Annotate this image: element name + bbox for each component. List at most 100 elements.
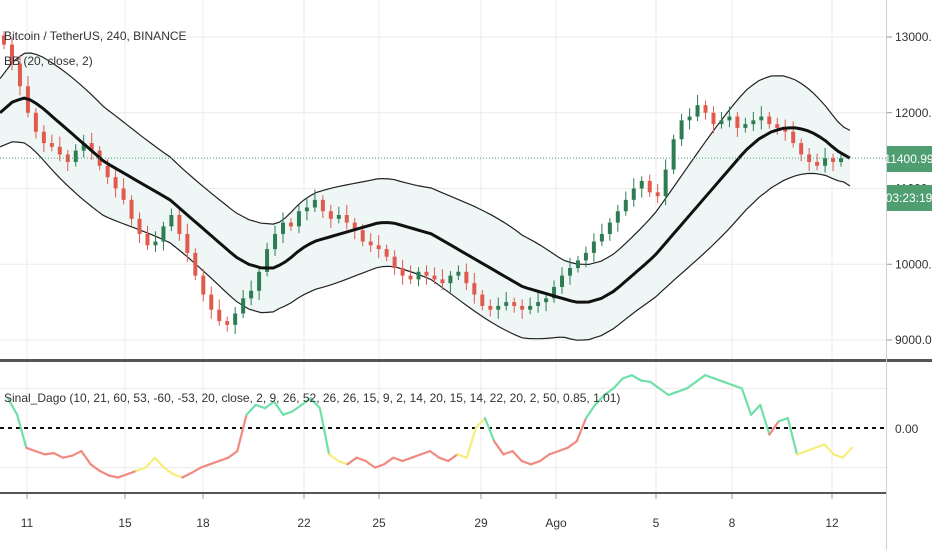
signal-segment	[254, 403, 266, 410]
signal-segment	[144, 456, 156, 469]
signal-segment	[685, 380, 698, 390]
sinal-dago-line	[6, 374, 854, 479]
signal-segment	[823, 443, 835, 456]
candle-body	[432, 275, 437, 280]
time-axis[interactable]: 11 15 18 22 25 29 Ago 5 8 12	[21, 494, 839, 530]
signal-segment	[272, 400, 285, 416]
signal-segment	[227, 450, 239, 459]
price-pane[interactable]	[0, 30, 886, 341]
signal-segment	[162, 466, 175, 476]
candle-body	[352, 222, 357, 231]
signal-segment	[300, 397, 312, 406]
candle-body	[639, 180, 644, 189]
signal-segment	[731, 384, 744, 390]
signal-segment	[217, 456, 230, 463]
signal-segment	[639, 379, 652, 383]
candle-body	[791, 131, 796, 144]
candle-body	[671, 139, 676, 170]
signal-segment	[447, 453, 459, 463]
candle-body	[185, 233, 190, 253]
signal-segment	[722, 380, 734, 387]
candle-body	[296, 211, 301, 227]
bollinger-lower-band	[0, 141, 851, 341]
symbol-title[interactable]: Bitcoin / TetherUS, 240, BINANCE	[4, 29, 187, 43]
signal-segment	[355, 456, 367, 463]
candle-body	[663, 169, 668, 197]
last-price-tag: 11400.99	[884, 146, 932, 172]
last-price-value: 11400.99	[884, 152, 932, 166]
candle-body	[520, 305, 525, 310]
signal-segment	[694, 374, 707, 383]
candle-body	[121, 188, 126, 200]
candle-body	[392, 256, 397, 269]
candle-body	[169, 215, 174, 227]
candle-body	[281, 222, 286, 234]
signal-segment	[438, 456, 450, 463]
signal-segment	[6, 397, 19, 416]
signal-segment	[245, 403, 257, 416]
time-tick-label: 11	[21, 516, 34, 530]
candle-body	[368, 241, 373, 246]
candle-body	[815, 161, 820, 166]
indicator-pane[interactable]	[0, 374, 886, 479]
signal-segment	[713, 377, 725, 383]
candle-body	[743, 124, 748, 128]
signal-segment	[740, 387, 753, 416]
candle-body	[273, 233, 278, 250]
candle-body	[304, 207, 309, 212]
signal-segment	[190, 466, 202, 474]
price-tick-label: 10000.00	[895, 257, 932, 271]
candle-body	[408, 275, 413, 280]
candle-body	[440, 279, 445, 284]
indicator-legend[interactable]: Sinal_Dago (10, 21, 60, 53, -60, -53, 20…	[4, 391, 620, 405]
pane-separator[interactable]	[0, 359, 932, 362]
signal-segment	[153, 456, 166, 469]
signal-segment	[759, 403, 771, 436]
candle-body	[759, 116, 764, 121]
candle-body	[456, 271, 461, 276]
signal-segment	[603, 387, 615, 397]
candle-body	[400, 268, 405, 276]
candle-body	[607, 222, 612, 234]
candle-body	[376, 245, 381, 250]
signal-segment	[538, 453, 551, 463]
candle-body	[480, 294, 485, 306]
signal-segment	[428, 450, 441, 459]
signal-segment	[263, 400, 276, 410]
signal-segment	[795, 450, 808, 456]
signal-segment	[25, 446, 37, 453]
candle-body	[129, 199, 134, 219]
price-tick-label: 12000.00	[895, 106, 932, 120]
signal-segment	[667, 390, 679, 397]
signal-segment	[208, 459, 221, 466]
candle-body	[113, 177, 118, 189]
candle-body	[448, 275, 453, 284]
candle-body	[416, 271, 421, 280]
signal-segment	[649, 380, 661, 390]
bb-legend[interactable]: BB (20, close, 2)	[4, 54, 93, 68]
signal-segment	[841, 446, 854, 459]
candle-body	[488, 305, 493, 310]
candle-body	[209, 294, 214, 310]
signal-segment	[786, 417, 799, 456]
countdown-tag-bg	[887, 185, 932, 211]
candle-body	[288, 222, 293, 227]
candle-body	[320, 199, 325, 212]
signal-segment	[107, 474, 120, 479]
candle-body	[583, 252, 588, 261]
bollinger-upper-band	[0, 52, 851, 266]
signal-segment	[483, 417, 496, 443]
signal-segment	[548, 450, 560, 456]
candle-body	[360, 230, 365, 242]
signal-segment	[704, 374, 716, 380]
signal-segment	[309, 397, 321, 410]
signal-segment	[676, 387, 689, 393]
signal-segment	[456, 453, 468, 459]
signal-segment	[337, 459, 349, 466]
signal-segment	[52, 452, 65, 459]
candle-body	[49, 143, 54, 147]
signal-segment	[172, 473, 184, 479]
signal-segment	[419, 450, 432, 456]
signal-segment	[804, 446, 817, 453]
